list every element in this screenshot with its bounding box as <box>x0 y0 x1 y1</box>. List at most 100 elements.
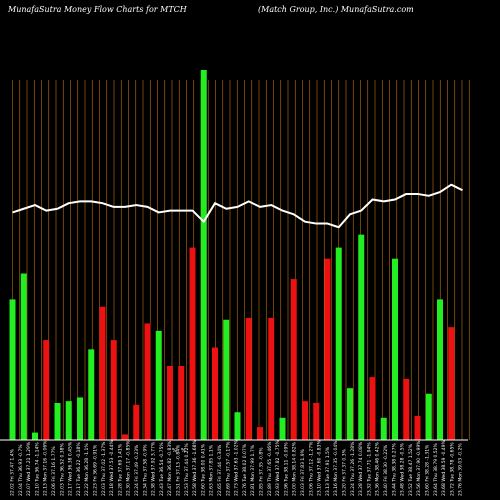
price-line <box>12 183 463 229</box>
x-tick-label: 22.24 Fri 37.49 -0.23% <box>134 444 140 496</box>
x-tick-label: 22.43 Tue 36.54 -0.75% <box>159 442 165 496</box>
x-tick-label: 22.38 Wed 37.92 3.77% <box>151 441 157 496</box>
money-flow-bar <box>245 317 252 440</box>
money-flow-bar <box>200 70 207 440</box>
money-flow-bar <box>178 366 185 440</box>
x-tick-label: 22.17 Wed 36.38 0.45% <box>68 441 74 496</box>
x-tick-label: 22.69 Thu 37.57 -0.17% <box>225 441 231 496</box>
money-flow-bar <box>54 403 61 440</box>
x-tick-label: 22.30 Mon 37.17 -0.85% <box>126 440 132 496</box>
money-flow-bar <box>347 388 353 440</box>
x-tick-label: 22.51 Fri 37.13 -0.84% <box>176 444 182 496</box>
money-flow-bar <box>32 432 38 440</box>
x-tick-label: 22.28 Tue 37.69 1.41% <box>117 443 123 496</box>
money-flow-bar <box>234 412 241 440</box>
x-tick-label: 22.73 Wed 37.63 -1.02% <box>234 439 240 496</box>
x-tick-labels: % % 22.02 Fri 37.47 1.4% 22.04 Thu 36.93 -0… <box>10 439 464 496</box>
chart-source-label: (Match Group, Inc.) MunafaSutra.com <box>258 5 414 14</box>
grid <box>12 80 470 440</box>
x-tick-label: 23.36 Mon 38.46 0.42% <box>375 441 381 496</box>
money-flow-bar <box>122 434 128 440</box>
money-flow-bar <box>425 393 432 440</box>
x-tick-label: 23.06 Thu 37.12 -1.27% <box>308 441 314 496</box>
x-tick-label: 22.06 Fri 37.16 1.77% <box>51 446 57 496</box>
money-flow-bar <box>88 349 95 440</box>
x-tick-label: 22.07 Wed 37.21 1.29% <box>26 441 32 496</box>
x-tick-label: 22.04 Thu 36.93 -0.7% <box>18 444 24 496</box>
axis-marker: % <box>172 448 177 454</box>
x-tick-label: 22.81 Mon 37.99 1.7% <box>250 444 256 496</box>
x-tick-label: 23.56 Mon 37.90 -0.99% <box>416 440 422 496</box>
x-tick-label: 22.76 Tue 38.02 0.07% <box>242 443 248 496</box>
x-tick-label: 22.03 Thu 36.52 0.38% <box>59 442 65 496</box>
x-tick-label: 22.63 Mon 37.85 1.1% <box>209 444 215 496</box>
x-tick-label: 23.28 Wed 37.74 0.08% <box>358 441 364 496</box>
x-tick-label: 22.65 Fri 37.44 -0.34% <box>217 444 223 496</box>
x-tick-label: 22.96 Tue 38.11 -0.09% <box>283 442 289 496</box>
money-flow-bar <box>448 327 455 440</box>
x-tick-label: 22.47 Mon 36.82 -0.83% <box>167 440 173 496</box>
money-flow-bar <box>99 306 106 440</box>
money-flow-bar <box>155 330 162 440</box>
x-tick-label: 23.44 Thu 38.38 0.27% <box>391 442 397 496</box>
money-flow-bar <box>189 247 196 440</box>
x-tick-label: 23.16 Mon 37.35 -0.04% <box>333 440 339 496</box>
x-tick-label: 22.10 Tue 36.74 -1.14% <box>34 442 40 496</box>
money-flow-bar <box>65 401 72 440</box>
money-flow-bar <box>212 347 218 440</box>
x-tick-label: 22.58 Wed 37.36 -1.68% <box>192 439 198 496</box>
x-tick-label: 22.93 Wed 37.82 -0.75% <box>275 439 281 496</box>
money-flow-bar <box>335 247 342 440</box>
money-flow-bar <box>20 273 27 440</box>
x-tick-label: 23.40 Fri 38.30 -0.22% <box>383 444 389 496</box>
money-flow-bar <box>358 234 365 440</box>
money-flow-bar <box>403 378 410 440</box>
x-tick-label: 22.13 Mon 37.16 -0.06% <box>43 440 49 496</box>
x-tick-label: 22.23 Fri 36.69 -0.91% <box>93 444 99 496</box>
chart-title: MunafaSutra Money Flow Charts for MTCH <box>8 5 187 14</box>
money-flow-bar <box>380 417 387 440</box>
money-flow-bar <box>324 258 331 440</box>
bars <box>9 70 455 440</box>
money-flow-bar <box>110 340 117 440</box>
x-tick-label: 23.64 Thu 38.79 0.52% <box>433 442 439 496</box>
x-tick-label: 22.34 Thu 37.58 -0.9% <box>142 444 148 496</box>
money-flow-bar <box>437 299 443 440</box>
price-line-group <box>12 183 463 229</box>
x-tick-label: 23.24 Thu 37.26 -1.28% <box>350 441 356 496</box>
money-flow-bar <box>290 279 297 440</box>
money-flow-bar <box>9 299 16 440</box>
x-tick-label: 23.20 Fri 37.37 0.3% <box>342 448 348 496</box>
money-flow-bar <box>257 427 263 440</box>
money-flow-bar <box>77 397 83 440</box>
x-tick-label: 23.03 Fri 37.83 1.9% <box>300 448 306 496</box>
x-tick-label: 22.53 Thu 37.44 0.22% <box>184 442 190 496</box>
money-flow-bar <box>268 317 275 440</box>
x-tick-label: 23.60 Fri 38.28 -1.31% <box>425 444 431 496</box>
x-tick-label: 22.60 Tue 38.00 0.41% <box>200 443 206 496</box>
x-tick-label: 23.10 Wed 37.60 -0.83% <box>317 439 323 496</box>
x-tick-label: 23.13 Tue 37.91 1.5% <box>325 446 331 496</box>
x-tick-label: 23.72 Tue 38.78 -0.65% <box>449 442 455 496</box>
money-flow-bar <box>133 404 140 440</box>
money-flow-bar <box>302 401 308 440</box>
money-flow-bar <box>313 403 320 440</box>
axis-marker: % <box>181 448 186 454</box>
x-tick-label: 23.00 Mon 38.14 0.82% <box>292 441 298 496</box>
money-flow-bar <box>414 415 421 440</box>
x-tick-label: 23.48 Wed 38.28 -0.5% <box>400 442 406 496</box>
x-tick-label: 22.85 Fri 37.35 -0.8% <box>259 447 265 496</box>
x-tick-label: 22.89 Thu 37.65 -0.46% <box>267 441 273 496</box>
x-tick-label: 22.22 Mon 36.28 -1.1% <box>84 443 90 496</box>
x-tick-label: 22.02 Fri 37.47 1.4% <box>10 448 16 496</box>
money-flow-bar <box>144 323 151 440</box>
x-tick-label: 23.68 Wed 38.59 -0.49% <box>441 439 447 496</box>
money-flow-bar <box>279 417 286 440</box>
money-flow-bar <box>369 377 376 440</box>
money-flow-bar <box>43 340 50 440</box>
x-tick-label: 23.32 Tue 37.71 -1.94% <box>366 442 372 496</box>
x-tick-label: 22.17 Tue 36.22 -0.18% <box>76 442 82 496</box>
money-flow-bar <box>392 258 398 440</box>
x-tick-label: 22.18 Wed 37.53 -0.44% <box>109 439 115 496</box>
